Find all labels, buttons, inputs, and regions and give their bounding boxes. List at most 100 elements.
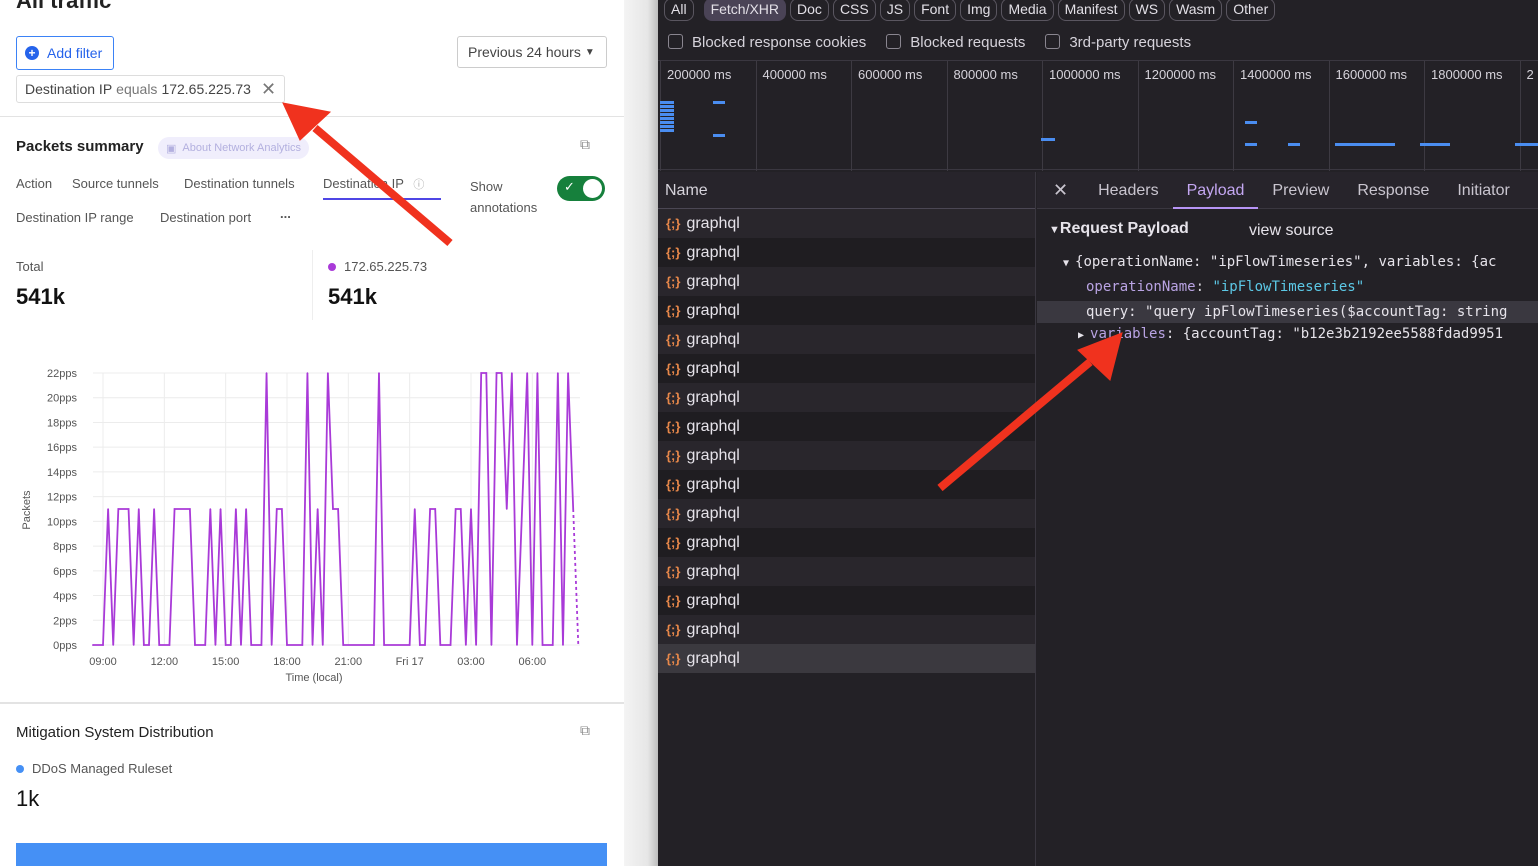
request-row[interactable]: {;} graphql — [658, 325, 1035, 354]
data-point — [327, 372, 329, 374]
request-name: graphql — [686, 504, 740, 522]
y-tick-label: 6pps — [53, 566, 77, 578]
tab-headers[interactable]: Headers — [1098, 181, 1159, 199]
request-row[interactable]: {;} graphql — [658, 441, 1035, 470]
tab-source-tunnels[interactable]: Source tunnels — [72, 176, 159, 191]
filter-doc[interactable]: Doc — [790, 0, 829, 21]
xhr-icon: {;} — [666, 303, 681, 318]
checkbox-label: 3rd-party requests — [1069, 34, 1192, 51]
request-row[interactable]: {;} graphql — [658, 383, 1035, 412]
more-tabs-button[interactable]: ... — [280, 206, 291, 221]
tab-destination-port[interactable]: Destination port — [160, 210, 252, 225]
about-network-analytics-link[interactable]: ▣ About Network Analytics — [158, 137, 310, 159]
data-point — [408, 644, 411, 646]
prop-key: operationName — [1086, 279, 1196, 295]
blocked-response-cookies-checkbox[interactable]: Blocked response cookies — [668, 34, 866, 51]
checkbox-label: Blocked requests — [910, 34, 1026, 51]
request-detail: ✕ Headers Payload Preview Response Initiator… — [1037, 172, 1538, 866]
y-tick-label: 12pps — [47, 492, 77, 504]
section-title: Request Payload — [1059, 220, 1189, 237]
filter-chip[interactable]: Destination IP equals 172.65.225.73 ✕ — [16, 75, 286, 103]
total-value: 541k — [16, 284, 65, 309]
show-annotations-toggle[interactable]: ✓ — [557, 176, 605, 201]
tab-action[interactable]: Action — [16, 176, 53, 191]
data-point — [454, 508, 457, 510]
data-point — [495, 372, 498, 374]
add-filter-button[interactable]: + Add filter — [16, 36, 114, 70]
name-column-header[interactable]: Name — [658, 172, 1035, 209]
filter-font[interactable]: Font — [914, 0, 957, 21]
close-icon[interactable]: ✕ — [1053, 179, 1069, 200]
filter-all[interactable]: All — [664, 0, 694, 21]
request-row[interactable]: {;} graphql — [658, 354, 1035, 383]
mitigation-title: Mitigation System Distribution — [16, 724, 214, 741]
x-tick-label: 15:00 — [212, 656, 240, 668]
view-source-link[interactable]: view source — [1249, 222, 1334, 239]
network-overview-timeline[interactable]: 200000 ms 400000 ms 600000 ms 800000 ms 1000… — [658, 60, 1538, 171]
window-gap — [624, 0, 658, 866]
request-timing-bar — [660, 113, 674, 116]
filter-js[interactable]: JS — [879, 0, 911, 21]
tab-destination-tunnels[interactable]: Destination tunnels — [184, 176, 295, 191]
request-row[interactable]: {;} graphql — [658, 470, 1035, 499]
tab-preview[interactable]: Preview — [1272, 181, 1330, 199]
data-point — [240, 644, 242, 646]
request-row[interactable]: {;} graphql — [658, 209, 1035, 238]
xhr-icon: {;} — [666, 390, 681, 405]
data-point — [214, 644, 217, 646]
expand-icon[interactable]: ⧉ — [580, 136, 590, 152]
timeline-tick: 1800000 ms — [1424, 61, 1503, 171]
add-filter-label: Add filter — [47, 45, 103, 61]
request-payload-section[interactable]: ▼Request Payload — [1049, 220, 1189, 238]
filter-ws[interactable]: WS — [1128, 0, 1166, 21]
request-row[interactable]: {;} graphql — [658, 528, 1035, 557]
tab-response[interactable]: Response — [1357, 181, 1430, 199]
tab-destination-ip[interactable]: Destination IP ⓘ — [323, 176, 441, 200]
checkbox-label: Blocked response cookies — [692, 34, 867, 51]
request-row[interactable]: {;} graphql — [658, 557, 1035, 586]
data-point — [526, 372, 528, 374]
filter-media[interactable]: Media — [1001, 0, 1054, 21]
tab-payload[interactable]: Payload — [1172, 172, 1259, 209]
data-point — [209, 508, 212, 510]
data-point — [536, 372, 539, 374]
filter-other[interactable]: Other — [1226, 0, 1276, 21]
data-point — [275, 508, 278, 510]
operation-name-property: operationName: "ipFlowTimeseries" — [1086, 279, 1365, 295]
payload-summary[interactable]: ▼ {operationName: "ipFlowTimeseries", var… — [1063, 254, 1496, 270]
tab-destination-ip-range[interactable]: Destination IP range — [16, 210, 134, 225]
filter-manifest[interactable]: Manifest — [1057, 0, 1125, 21]
divider — [312, 250, 313, 320]
close-icon[interactable]: ✕ — [260, 78, 277, 99]
request-row[interactable]: {;} graphql — [658, 499, 1035, 528]
filter-wasm[interactable]: Wasm — [1169, 0, 1223, 21]
request-row[interactable]: {;} graphql — [658, 644, 1035, 673]
request-row[interactable]: {;} graphql — [658, 238, 1035, 267]
request-name: graphql — [686, 243, 740, 261]
request-row[interactable]: {;} graphql — [658, 296, 1035, 325]
request-timing-bar — [713, 101, 725, 104]
request-name: graphql — [686, 475, 740, 493]
filter-img[interactable]: Img — [960, 0, 998, 21]
data-point — [551, 644, 554, 646]
request-row[interactable]: {;} graphql — [658, 412, 1035, 441]
request-row[interactable]: {;} graphql — [658, 586, 1035, 615]
y-axis-label: Packets — [21, 490, 33, 530]
expand-icon[interactable]: ⧉ — [580, 722, 590, 738]
request-row[interactable]: {;} graphql — [658, 615, 1035, 644]
third-party-requests-checkbox[interactable]: 3rd-party requests — [1045, 34, 1191, 51]
prop-value: {accountTag: "b12e3b2192ee5588fdad9951 — [1182, 326, 1504, 342]
data-point — [158, 644, 161, 646]
data-point — [168, 644, 171, 646]
request-row[interactable]: {;} graphql — [658, 267, 1035, 296]
tab-initiator[interactable]: Initiator — [1457, 181, 1510, 199]
request-name: graphql — [686, 272, 740, 290]
filter-css[interactable]: CSS — [832, 0, 876, 21]
y-tick-label: 18pps — [47, 417, 77, 429]
data-point — [505, 508, 508, 510]
time-range-select[interactable]: Previous 24 hours ▼ — [457, 36, 607, 68]
filter-fetchxhr[interactable]: Fetch/XHR — [703, 0, 787, 21]
data-point — [102, 644, 104, 646]
blocked-requests-checkbox[interactable]: Blocked requests — [886, 34, 1025, 51]
variables-property[interactable]: ▶ variables: {accountTag: "b12e3b2192ee55… — [1078, 326, 1504, 342]
